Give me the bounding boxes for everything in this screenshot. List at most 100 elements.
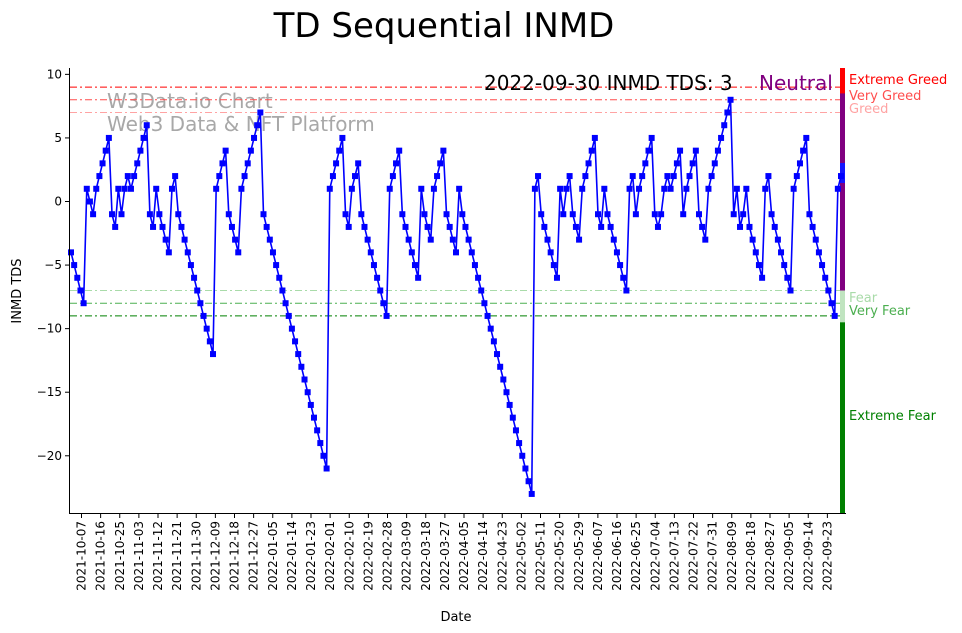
x-tick-label: 2022-02-28 bbox=[381, 521, 395, 591]
data-point bbox=[137, 147, 144, 154]
data-point bbox=[345, 223, 352, 230]
data-point bbox=[689, 160, 696, 167]
data-point bbox=[481, 300, 488, 307]
zone-label-extreme-fear: Extreme Fear bbox=[849, 409, 937, 424]
data-point bbox=[730, 211, 737, 218]
data-point bbox=[434, 173, 441, 180]
data-point bbox=[516, 440, 523, 447]
data-point bbox=[582, 173, 589, 180]
data-point bbox=[459, 211, 466, 218]
data-point bbox=[333, 160, 340, 167]
data-point bbox=[642, 160, 649, 167]
data-point bbox=[427, 236, 434, 243]
axes bbox=[69, 68, 846, 514]
data-point bbox=[121, 185, 128, 192]
data-point bbox=[118, 211, 125, 218]
data-point bbox=[124, 173, 131, 180]
data-point bbox=[361, 223, 368, 230]
data-point bbox=[828, 300, 835, 307]
data-point bbox=[355, 160, 362, 167]
data-point bbox=[737, 223, 744, 230]
data-point bbox=[216, 173, 223, 180]
data-point bbox=[519, 452, 526, 459]
data-point bbox=[610, 236, 617, 243]
data-point bbox=[191, 274, 198, 281]
data-point bbox=[418, 185, 425, 192]
x-tick-label: 2021-10-16 bbox=[94, 521, 108, 591]
data-point bbox=[595, 211, 602, 218]
x-tick-label: 2022-05-11 bbox=[534, 521, 548, 591]
y-tick-label: −10 bbox=[37, 322, 62, 336]
data-point bbox=[380, 300, 387, 307]
data-point bbox=[197, 300, 204, 307]
data-point bbox=[765, 173, 772, 180]
x-tick-label: 2022-08-27 bbox=[763, 521, 777, 591]
data-point bbox=[468, 249, 475, 256]
data-point bbox=[279, 287, 286, 294]
watermark: W3Data.io Chart Web3 Data & NFT Platform bbox=[107, 89, 375, 136]
data-point bbox=[235, 249, 242, 256]
data-point bbox=[232, 236, 239, 243]
x-tick-label: 2022-09-14 bbox=[801, 521, 815, 591]
data-point bbox=[77, 287, 84, 294]
data-point bbox=[544, 236, 551, 243]
x-tick-label: 2022-01-23 bbox=[304, 521, 318, 591]
x-tick-label: 2022-01-05 bbox=[266, 521, 280, 591]
data-point bbox=[301, 376, 308, 383]
data-point bbox=[711, 160, 718, 167]
x-tick-label: 2022-08-09 bbox=[725, 521, 739, 591]
data-point bbox=[127, 185, 134, 192]
annotation-text: 2022-09-30 INMD TDS: 3 bbox=[484, 71, 733, 95]
data-point bbox=[762, 185, 769, 192]
data-point bbox=[266, 236, 273, 243]
data-point bbox=[471, 262, 478, 269]
data-point bbox=[273, 262, 280, 269]
data-point bbox=[746, 223, 753, 230]
data-point bbox=[140, 134, 147, 141]
data-point bbox=[812, 236, 819, 243]
data-point bbox=[74, 274, 81, 281]
zone-label-fear: Fear bbox=[849, 291, 878, 306]
data-point bbox=[740, 211, 747, 218]
data-point bbox=[478, 287, 485, 294]
y-tick-label: −20 bbox=[37, 449, 62, 463]
x-tick-label: 2022-05-20 bbox=[553, 521, 567, 591]
data-point bbox=[661, 185, 668, 192]
x-ticks: 2021-10-07 2021-10-16 2021-10-25 2021-11-03… bbox=[75, 513, 834, 591]
data-point bbox=[465, 236, 472, 243]
data-point bbox=[834, 185, 841, 192]
data-point bbox=[591, 134, 598, 141]
data-point bbox=[285, 312, 292, 319]
data-point bbox=[225, 211, 232, 218]
data-point bbox=[168, 185, 175, 192]
data-point bbox=[553, 274, 560, 281]
data-point bbox=[247, 147, 254, 154]
zone-label-greed: Greed bbox=[849, 102, 888, 117]
data-point bbox=[822, 274, 829, 281]
data-point bbox=[228, 223, 235, 230]
data-point bbox=[487, 325, 494, 332]
data-point bbox=[576, 236, 583, 243]
data-point bbox=[531, 185, 538, 192]
data-point bbox=[815, 249, 822, 256]
data-point bbox=[244, 160, 251, 167]
data-point bbox=[352, 173, 359, 180]
data-point bbox=[755, 262, 762, 269]
data-point bbox=[718, 134, 725, 141]
data-point bbox=[153, 185, 160, 192]
data-point bbox=[323, 465, 330, 472]
data-point bbox=[585, 160, 592, 167]
data-point bbox=[329, 173, 336, 180]
data-point bbox=[446, 223, 453, 230]
data-point bbox=[787, 287, 794, 294]
data-point bbox=[449, 236, 456, 243]
data-point bbox=[721, 122, 728, 129]
data-point bbox=[263, 223, 270, 230]
data-point bbox=[699, 223, 706, 230]
data-point bbox=[386, 185, 393, 192]
data-point bbox=[112, 223, 119, 230]
data-point bbox=[550, 262, 557, 269]
y-axis-label: INMD TDS bbox=[10, 258, 25, 323]
watermark-line-2: Web3 Data & NFT Platform bbox=[107, 112, 375, 136]
